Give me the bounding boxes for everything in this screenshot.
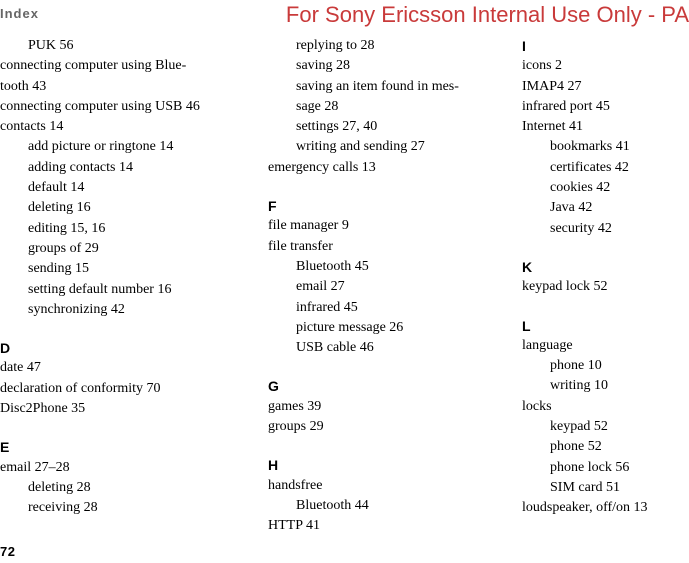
page-number: 72 [0,544,15,559]
index-letter: D [0,338,268,358]
index-entry: Bluetooth 44 [268,496,522,516]
index-entry: settings 27, 40 [268,117,522,137]
index-letter: E [0,437,268,457]
index-entry: tooth 43 [0,77,268,97]
index-entry: language [522,336,689,356]
index-entry: file manager 9 [268,216,522,236]
index-entry: receiving 28 [0,498,268,518]
index-entry: editing 15, 16 [0,219,268,239]
index-entry: saving an item found in mes- [268,77,522,97]
index-entry: email 27 [268,277,522,297]
index-entry: Java 42 [522,198,689,218]
index-entry: picture message 26 [268,318,522,338]
index-entry: connecting computer using Blue- [0,56,268,76]
index-entry: Internet 41 [522,117,689,137]
index-entry: security 42 [522,219,689,239]
index-entry: groups 29 [268,417,522,437]
index-entry: keypad 52 [522,417,689,437]
index-entry: writing 10 [522,376,689,396]
index-entry: sending 15 [0,259,268,279]
index-entry: connecting computer using USB 46 [0,97,268,117]
index-entry: PUK 56 [0,36,268,56]
index-entry: certificates 42 [522,158,689,178]
index-entry: declaration of conformity 70 [0,379,268,399]
index-entry: deleting 16 [0,198,268,218]
index-entry: contacts 14 [0,117,268,137]
index-entry: handsfree [268,476,522,496]
index-entry: Bluetooth 45 [268,257,522,277]
index-entry: add picture or ringtone 14 [0,137,268,157]
index-entry: saving 28 [268,56,522,76]
index-entry: loudspeaker, off/on 13 [522,498,689,518]
index-letter: G [268,376,522,396]
index-entry: cookies 42 [522,178,689,198]
index-entry: Disc2Phone 35 [0,399,268,419]
index-entry: phone 10 [522,356,689,376]
index-entry: synchronizing 42 [0,300,268,320]
index-entry: deleting 28 [0,478,268,498]
index-entry: IMAP4 27 [522,77,689,97]
index-columns: PUK 56connecting computer using Blue-too… [0,36,689,537]
index-letter: L [522,316,689,336]
index-letter: F [268,196,522,216]
column-3: Iicons 2IMAP4 27infrared port 45Internet… [522,36,689,537]
index-entry: SIM card 51 [522,478,689,498]
watermark-text: For Sony Ericsson Internal Use Only - PA [286,2,689,28]
index-entry: email 27–28 [0,458,268,478]
index-letter: H [268,455,522,475]
index-entry: replying to 28 [268,36,522,56]
index-entry: icons 2 [522,56,689,76]
index-entry: file transfer [268,237,522,257]
index-letter: I [522,36,689,56]
index-entry: emergency calls 13 [268,158,522,178]
index-entry: groups of 29 [0,239,268,259]
index-entry: phone lock 56 [522,458,689,478]
index-entry: infrared 45 [268,298,522,318]
index-entry: HTTP 41 [268,516,522,536]
index-entry: phone 52 [522,437,689,457]
index-entry: infrared port 45 [522,97,689,117]
index-entry: games 39 [268,397,522,417]
index-entry: bookmarks 41 [522,137,689,157]
column-2: replying to 28saving 28saving an item fo… [268,36,522,537]
column-1: PUK 56connecting computer using Blue-too… [0,36,268,537]
index-entry: writing and sending 27 [268,137,522,157]
index-letter: K [522,257,689,277]
index-entry: setting default number 16 [0,280,268,300]
index-entry: locks [522,397,689,417]
index-entry: keypad lock 52 [522,277,689,297]
index-entry: default 14 [0,178,268,198]
index-entry: date 47 [0,358,268,378]
index-entry: adding contacts 14 [0,158,268,178]
index-entry: USB cable 46 [268,338,522,358]
index-entry: sage 28 [268,97,522,117]
